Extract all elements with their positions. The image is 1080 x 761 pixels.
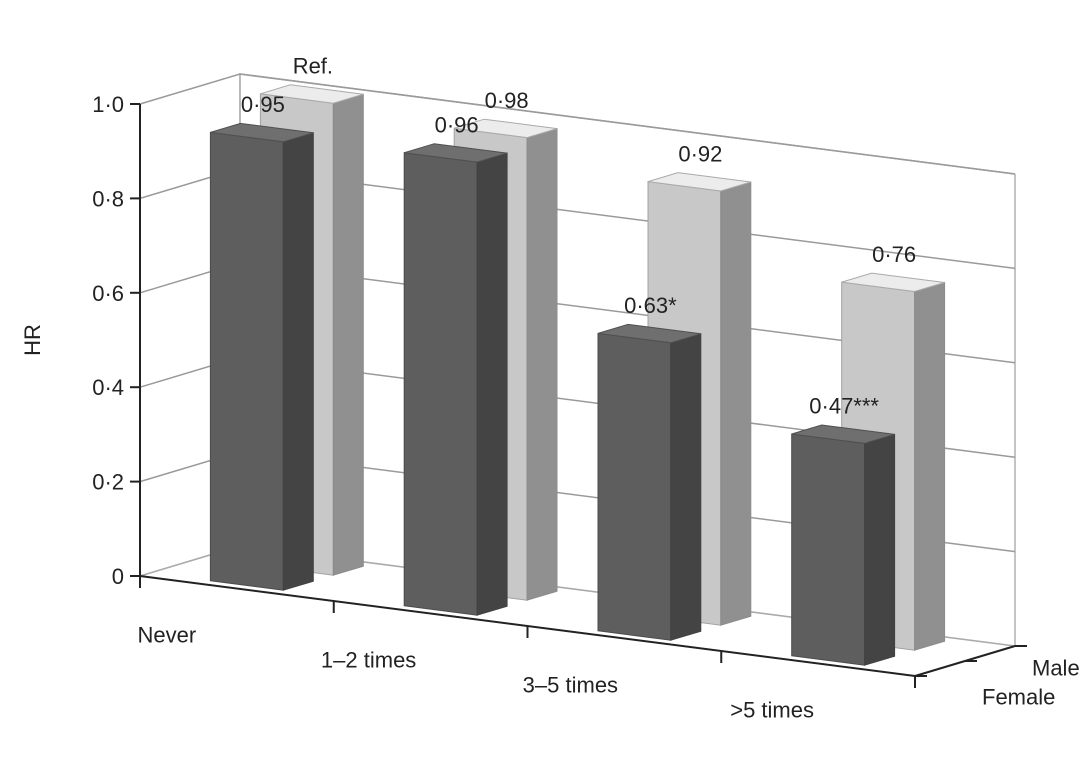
bar-female-3: [791, 424, 896, 666]
depth-label: Male: [1032, 656, 1080, 681]
category-label: 1–2 times: [321, 648, 416, 673]
bar-front-face: [597, 332, 672, 641]
bar-front-face: [791, 433, 866, 666]
bar-top-face: [404, 143, 508, 163]
bar-top-face: [454, 118, 558, 139]
y-axis-title: HR: [20, 324, 45, 356]
bar-female-2: [597, 323, 702, 641]
y-tick-label: 0·6: [92, 281, 124, 306]
bar-top-face: [260, 84, 364, 104]
y-tick-label: 0·4: [92, 375, 124, 400]
data-label: Ref.: [293, 54, 333, 79]
gridline: [139, 73, 1016, 175]
data-label: 0·92: [678, 141, 722, 166]
bar-top-face: [597, 323, 701, 344]
bar-front-face: [209, 131, 284, 591]
category-label: 3–5 times: [523, 673, 618, 698]
data-label: 0·95: [241, 92, 285, 117]
bar-top-face: [647, 172, 751, 192]
text-labels: 0 0·2 0·4 0·6 0·8 1·0 HR Never 1–2 times 3–5 time…: [20, 54, 1080, 723]
bar-side-face: [476, 152, 508, 616]
category-label: >5 times: [730, 698, 814, 723]
depth-label: Female: [982, 685, 1055, 710]
bar-side-face: [864, 433, 896, 666]
data-label: 0·98: [485, 88, 529, 113]
bar-top-face: [210, 122, 314, 143]
y-tick-label: 0: [112, 564, 124, 589]
data-label: 0·76: [872, 242, 916, 267]
bar-female-0: [209, 122, 314, 591]
bar-top-face: [791, 424, 895, 444]
bar-side-face: [332, 93, 364, 576]
y-tick-label: 0·8: [92, 186, 124, 211]
y-tick-label: 1·0: [92, 92, 124, 117]
bar-female-1: [403, 143, 508, 616]
data-label: 0·63*: [624, 293, 677, 318]
bars: [209, 84, 946, 666]
axes: [130, 103, 1027, 688]
bar-side-face: [526, 127, 558, 601]
bar-top-face: [841, 272, 945, 293]
data-label: 0·96: [435, 112, 479, 137]
bar-front-face: [403, 152, 478, 616]
bar-side-face: [720, 181, 752, 626]
category-label: Never: [138, 623, 197, 648]
bar-side-face: [914, 281, 946, 651]
bar-side-face: [282, 132, 314, 591]
data-label: 0·47***: [809, 394, 879, 419]
y-tick-label: 0·2: [92, 470, 124, 495]
bar-side-face: [670, 333, 702, 641]
